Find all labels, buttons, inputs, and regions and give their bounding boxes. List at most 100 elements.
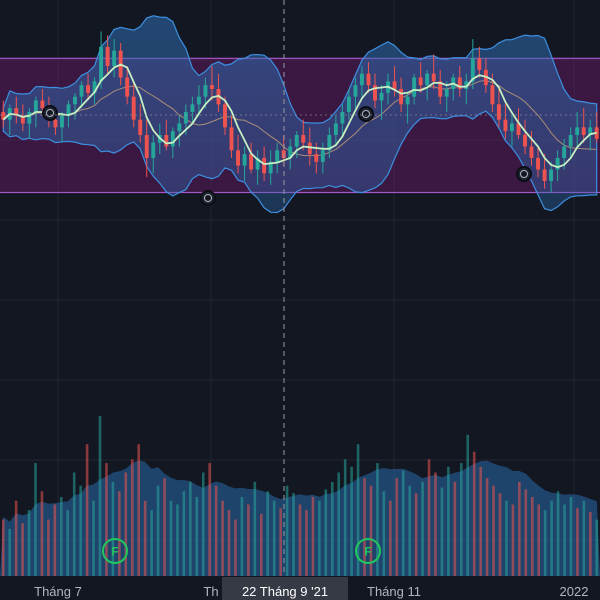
volume-bar [182,491,186,576]
volume-bar [401,470,405,576]
volume-bar [350,466,353,576]
volume-bar [40,491,44,576]
candle [425,69,430,101]
candle [379,85,384,120]
volume-bar [414,493,418,576]
candle [86,73,90,101]
volume-bar [150,510,153,576]
volume-bar [92,500,95,576]
volume-bar [343,459,347,576]
volume-bar [472,451,476,576]
candle [14,96,19,124]
candle [144,119,149,178]
volume-bar [53,504,57,576]
volume-bar [337,472,340,576]
volume-bar [318,500,321,576]
candle [105,35,110,74]
volume-bar [111,481,115,576]
volume-bar [530,496,534,576]
volume-bar [208,463,211,576]
candle [131,81,136,128]
volume-bar [569,496,573,576]
crosshair-date-text: 22 Tháng 9 '21 [242,584,328,599]
volume-bar [453,481,457,576]
signal-marker [200,190,216,206]
candle [503,104,508,139]
volume-bar [72,472,76,576]
x-tick-label: Th [203,584,218,599]
candle [555,150,560,181]
candle [536,146,540,178]
volume-bar [169,500,173,576]
candle [373,73,377,109]
candle [549,161,554,193]
volume-bar [227,510,231,576]
volume-bar [389,500,392,576]
candle [138,104,143,143]
volume-f-marker-label: F [111,545,118,559]
volume-bar [201,472,205,576]
volume-bar [79,485,82,576]
candle [399,77,404,112]
candle [151,135,156,174]
volume-bar [292,493,295,576]
x-tick-label: Tháng 11 [367,584,421,599]
volume-bar [550,500,553,576]
volume-bar [156,485,160,576]
volume-bar [105,463,108,576]
candle [255,150,260,185]
candle [125,66,130,105]
volume-bar [447,466,450,576]
candle [164,119,169,151]
candle [542,154,547,189]
volume-bar [214,485,218,576]
candle [196,85,201,116]
volume-bar [260,513,263,576]
volume-bar [479,466,482,576]
volume-bar [247,504,250,576]
volume-bar [234,519,237,576]
volume-bar [1,519,5,576]
candle [353,77,358,109]
bollinger-band-area [2,15,598,214]
volume-f-marker: F [355,538,381,564]
volume-bar [60,496,63,576]
volume-bar [427,459,431,576]
x-tick-label: Tháng 7 [34,584,82,599]
volume-bar [98,416,102,576]
volume-bar [505,500,508,576]
candle [438,69,443,105]
volume-bar [279,508,282,576]
volume-bar [130,459,134,576]
volume-bar [272,500,276,576]
candle [112,39,117,78]
volume-bar [27,510,31,576]
candle [320,142,325,174]
volume-bar [363,478,366,576]
volume-bar [556,491,560,576]
candle [210,66,214,101]
volume-bar [305,510,308,576]
volume-bar [176,504,179,576]
volume-bar [8,528,11,576]
volume-bar [421,481,424,576]
volume-bar [311,496,315,576]
volume-bar [221,500,224,576]
candle [268,150,273,185]
candle [575,112,580,147]
moving-average-line [2,63,597,169]
volume-bar [511,504,515,576]
candle [568,127,573,158]
volume-bar [376,463,379,576]
candle [27,108,32,139]
candle [1,100,6,128]
candle [392,66,397,97]
volume-bar [266,491,270,576]
volume-f-marker: F [102,538,128,564]
signal-marker [516,166,532,182]
volume-bar [582,500,586,576]
volume-bar [253,481,257,576]
volume-bar [395,478,399,576]
volume-bar [524,489,528,576]
